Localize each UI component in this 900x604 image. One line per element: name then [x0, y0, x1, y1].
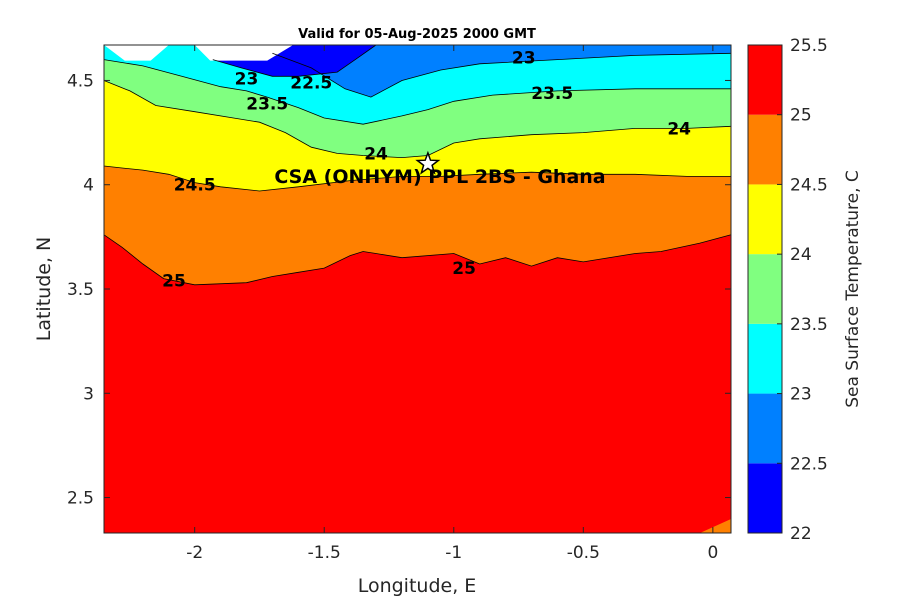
x-tick-label: -2	[186, 543, 203, 563]
colorbar-swatch	[748, 45, 782, 115]
colorbar-swatch	[748, 114, 782, 185]
contour-label: 25	[452, 259, 476, 279]
isotherm-22.5	[212, 44, 377, 77]
colorbar-tick-label: 24	[790, 245, 812, 265]
x-tick-label: -1	[445, 543, 462, 563]
contour-label: 23.5	[531, 84, 573, 104]
plot-area	[103, 44, 732, 533]
contour-label: 24	[667, 119, 691, 139]
y-tick-label: 4	[83, 176, 94, 196]
contour-label: 23	[512, 49, 536, 69]
colorbar-tick-label: 22.5	[790, 454, 828, 474]
contour-label: 23.5	[246, 94, 288, 114]
colorbar-swatch	[748, 393, 782, 464]
y-tick-label: 2.5	[67, 489, 94, 509]
isotherm-25	[103, 234, 732, 286]
y-tick-label: 3.5	[67, 280, 94, 300]
contour-label: 25	[162, 272, 186, 292]
contour-label: 23	[235, 69, 259, 89]
no-data-region	[104, 45, 169, 61]
colorbar-frame	[747, 44, 783, 534]
colorbar-tick-label: 25	[790, 106, 812, 126]
site-star-icon	[415, 150, 441, 175]
colorbar-tick-label: 22	[790, 524, 812, 544]
contour-label: 24	[364, 144, 388, 164]
x-tick-label: 0	[707, 543, 718, 563]
contour-labels: 25 25 24.5 24 24 23.5 23.5 23 23 22.5	[162, 49, 691, 292]
chart-title: Valid for 05-Aug-2025 2000 GMT	[298, 27, 536, 42]
band-24.5-corner	[699, 519, 731, 533]
colorbar-tick-label: 23.5	[790, 315, 828, 335]
colorbar-swatch	[748, 323, 782, 394]
x-tick-label: -1.5	[308, 543, 341, 563]
axes: -2 -1.5 -1 -0.5 0 2.5 3 3.5 4 4.5	[67, 44, 732, 563]
y-tick-label: 4.5	[67, 71, 94, 91]
isotherm-24	[103, 80, 732, 159]
colorbar-tick-label: 23	[790, 385, 812, 405]
colorbar-swatch	[748, 463, 782, 533]
x-axis-label: Longitude, E	[358, 575, 477, 597]
colorbar-swatch	[748, 254, 782, 324]
colorbar-label: Sea Surface Temperature, C	[843, 170, 863, 408]
contour-label: 22.5	[290, 74, 332, 94]
isotherm-23.5	[103, 59, 731, 125]
isotherm-24.5	[103, 165, 731, 192]
isotherm-23	[272, 52, 732, 98]
colorbar: 22 22.5 23 23.5 24 24.5 25 25.5	[747, 36, 828, 544]
contour-label: 24.5	[174, 176, 216, 196]
band-22.5-23	[272, 45, 731, 98]
colorbar-swatch	[748, 184, 782, 255]
colorbar-tick-label: 25.5	[790, 36, 828, 56]
x-tick-label: -0.5	[567, 543, 600, 563]
site-marker-group: CSA (ONHYM) PPL 2BS - Ghana	[274, 150, 606, 188]
colorbar-tick-label: 24.5	[790, 175, 828, 195]
y-tick-label: 3	[83, 384, 94, 404]
y-axis-label: Latitude, N	[33, 237, 55, 342]
no-data-region	[194, 45, 294, 61]
site-label: CSA (ONHYM) PPL 2BS - Ghana	[274, 166, 605, 188]
